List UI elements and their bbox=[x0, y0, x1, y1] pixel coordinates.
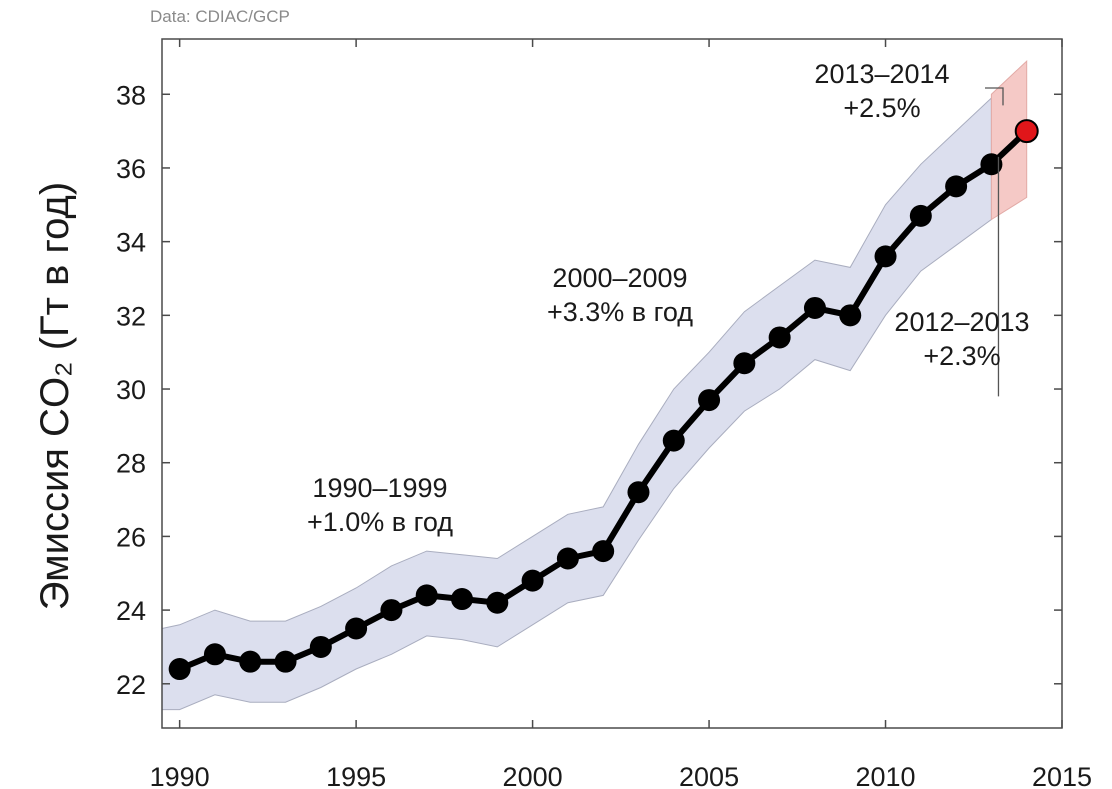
annotation-1990-1999: 1990–1999 +1.0% в год bbox=[307, 473, 453, 537]
x-tick-label: 2000 bbox=[503, 762, 563, 789]
uncertainty-band bbox=[161, 96, 992, 711]
x-tick-label: 2015 bbox=[1032, 762, 1092, 789]
data-point bbox=[733, 352, 756, 375]
projected-point-2014 bbox=[1014, 119, 1039, 144]
x-tick-label: 1990 bbox=[150, 762, 210, 789]
data-point bbox=[909, 204, 932, 227]
data-point bbox=[274, 650, 297, 673]
x-tick-label: 2010 bbox=[855, 762, 915, 789]
data-point bbox=[945, 175, 968, 198]
y-tick-label: 24 bbox=[116, 596, 146, 626]
data-point bbox=[203, 643, 226, 666]
data-point bbox=[839, 304, 862, 327]
data-point bbox=[521, 569, 544, 592]
data-point bbox=[768, 326, 791, 349]
data-point bbox=[239, 650, 262, 673]
annotation-line: +1.0% в год bbox=[307, 507, 453, 537]
data-point bbox=[309, 635, 332, 658]
annotation-2013-2014: 2013–2014 +2.5% bbox=[814, 59, 949, 123]
data-point bbox=[345, 617, 368, 640]
data-point bbox=[627, 481, 650, 504]
x-tick-label: 1995 bbox=[326, 762, 386, 789]
data-point bbox=[380, 599, 403, 622]
data-point bbox=[698, 389, 721, 412]
annotation-line: +2.3% bbox=[923, 341, 1000, 371]
annotation-2000-2009: 2000–2009 +3.3% в год bbox=[547, 263, 693, 327]
data-point bbox=[168, 658, 191, 681]
y-tick-label: 34 bbox=[116, 228, 146, 258]
projection-band bbox=[990, 59, 1028, 221]
data-point bbox=[486, 591, 509, 614]
plot-frame bbox=[161, 38, 1063, 729]
y-axis-label: Эмиссия CO₂ (Гт в год) bbox=[33, 182, 77, 610]
y-tick-label: 38 bbox=[116, 80, 146, 110]
y-tick-label: 30 bbox=[116, 375, 146, 405]
annotation-2012-2013: 2012–2013 +2.3% bbox=[894, 307, 1029, 371]
x-tick-label: 2005 bbox=[679, 762, 739, 789]
data-point bbox=[415, 584, 438, 607]
data-point bbox=[556, 547, 579, 570]
annotation-line: 2000–2009 bbox=[552, 263, 687, 293]
y-tick-label: 36 bbox=[116, 154, 146, 184]
annotation-line: +3.3% в год bbox=[547, 297, 693, 327]
data-point bbox=[803, 296, 826, 319]
data-point bbox=[592, 540, 615, 563]
annotation-leader-2013-2014 bbox=[985, 87, 1004, 106]
y-tick-label: 22 bbox=[116, 670, 146, 700]
data-point bbox=[874, 245, 897, 268]
annotation-line: +2.5% bbox=[843, 93, 920, 123]
annotation-line: 2012–2013 bbox=[894, 307, 1029, 337]
y-tick-label: 32 bbox=[116, 301, 146, 331]
data-point bbox=[980, 153, 1003, 176]
annotation-line: 1990–1999 bbox=[312, 473, 447, 503]
y-tick-label: 26 bbox=[116, 522, 146, 552]
annotation-line: 2013–2014 bbox=[814, 59, 949, 89]
data-point bbox=[451, 588, 473, 611]
data-point bbox=[662, 429, 685, 452]
y-tick-label: 28 bbox=[116, 449, 146, 479]
data-source-note: Data: CDIAC/GCP bbox=[150, 7, 290, 26]
